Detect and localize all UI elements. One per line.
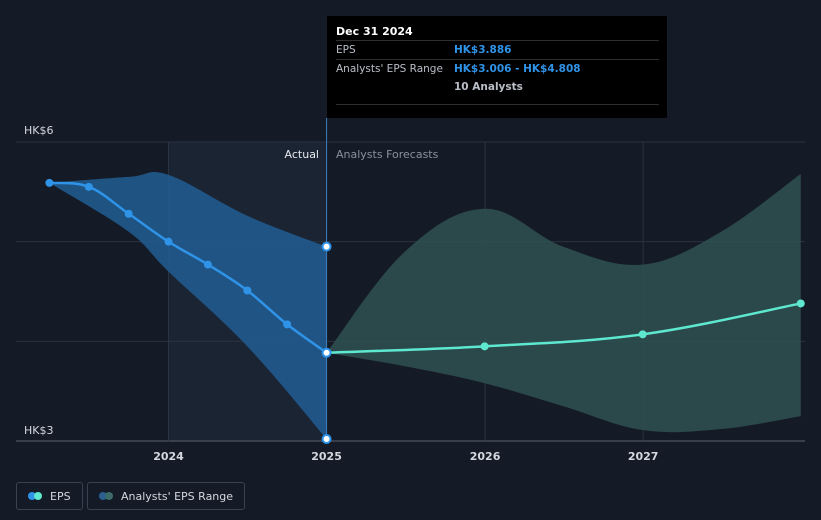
eps-actual-point[interactable] [164,237,173,246]
x-tick-label: 2024 [153,450,184,463]
eps-actual-point[interactable] [124,209,133,218]
eps-actual-point[interactable] [243,286,252,295]
eps-actual-point[interactable] [203,260,212,269]
range-legend-icon [99,492,113,500]
x-tick-label: 2027 [628,450,659,463]
eps-actual-point[interactable] [321,347,332,358]
x-tick-label: 2025 [311,450,342,463]
tooltip-analysts-count: 10 Analysts [454,81,523,93]
eps-legend-icon [28,492,42,500]
tooltip-date: Dec 31 2024 [336,25,413,38]
actual-label: Actual [285,148,319,161]
eps-forecast-point[interactable] [638,330,647,339]
legend-eps-label: EPS [50,489,71,503]
tooltip-range-value: HK$3.006 - HK$4.808 [454,63,581,75]
x-tick-label: 2026 [470,450,501,463]
forecast-label: Analysts Forecasts [336,148,439,161]
legend-range-label: Analysts' EPS Range [121,489,234,503]
forecast-range-area [326,173,801,433]
actual-range-area [49,171,327,440]
eps-forecast-line [326,302,802,354]
legend-range[interactable]: Analysts' EPS Range [87,482,246,510]
eps-actual-point[interactable] [283,320,292,329]
eps-actual-point[interactable] [45,178,54,187]
y-tick-label-bottom: HK$3 [24,424,53,437]
eps-actual-point[interactable] [84,182,93,191]
legend-eps[interactable]: EPS [16,482,83,510]
tooltip-eps-value: HK$3.886 [454,44,512,56]
tooltip-eps-label: EPS [336,44,356,56]
eps-forecast-point[interactable] [480,342,489,351]
eps-forecast-point[interactable] [796,299,805,308]
range-bound-point[interactable] [321,241,332,252]
y-tick-label-top: HK$6 [24,124,53,137]
range-bound-point[interactable] [321,434,332,445]
tooltip-range-label: Analysts' EPS Range [336,63,443,75]
tooltip: Dec 31 2024 EPS HK$3.886 Analysts' EPS R… [327,16,667,118]
